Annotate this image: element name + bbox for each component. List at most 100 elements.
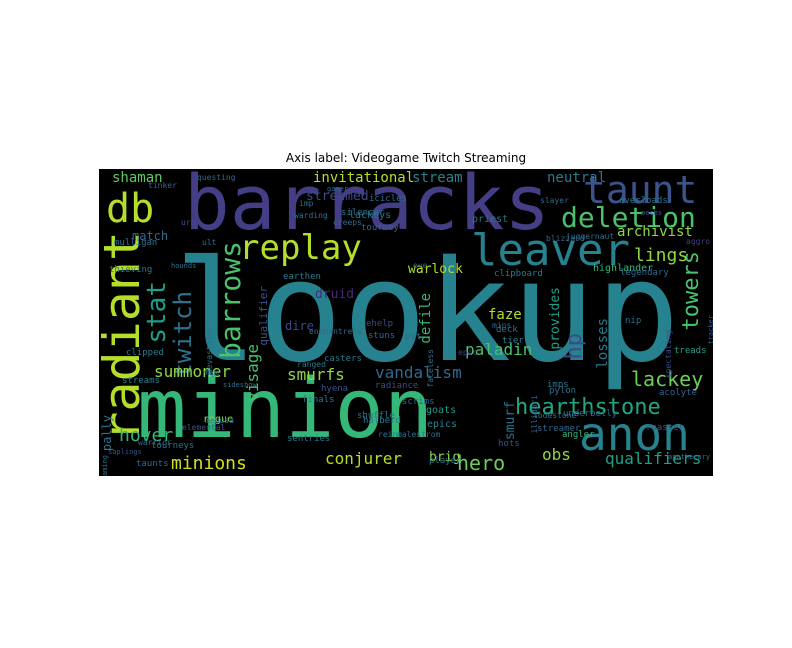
cloud-word: pylon — [549, 386, 577, 396]
cloud-word: gamer — [327, 185, 349, 193]
cloud-word: lackey — [631, 367, 704, 391]
cloud-word: leaver — [471, 225, 630, 276]
cloud-word: mulligan — [114, 238, 158, 248]
cloud-word: paladin — [465, 340, 533, 359]
cloud-word: halberd — [363, 416, 401, 426]
cloud-word: shuffle — [357, 411, 395, 421]
cloud-word: blizzard — [546, 234, 585, 243]
cloud-word: streams — [122, 376, 160, 386]
cloud-word: roaster — [646, 423, 684, 433]
cloud-word: pally — [100, 415, 114, 452]
cloud-word: epic — [458, 348, 478, 357]
cloud-word: anon — [579, 407, 690, 461]
cloud-word: stat — [142, 281, 172, 344]
cloud-word: lookup — [174, 231, 680, 394]
cloud-word: conjurer — [325, 449, 403, 468]
cloud-word: clipboard — [494, 269, 543, 279]
cloud-word: invitational — [313, 170, 415, 186]
cloud-word: deck — [496, 325, 518, 335]
cloud-word: stream — [412, 170, 463, 186]
cloud-word: match — [132, 229, 169, 243]
cloud-word: nip — [625, 316, 642, 326]
cloud-word: imps — [547, 380, 569, 390]
cloud-word: apothecary — [668, 453, 711, 461]
cloud-word: smurf — [503, 401, 518, 441]
cloud-word: illidari — [530, 395, 539, 434]
cloud-word: epics — [427, 419, 458, 430]
cloud-word: overloads — [619, 196, 668, 206]
cloud-word: vandalism — [375, 363, 462, 382]
cloud-word: sentries — [287, 434, 331, 444]
cloud-word: hyena — [321, 384, 349, 394]
cloud-word: lackeys — [349, 210, 392, 221]
cloud-word: hearthstone — [515, 395, 661, 420]
cloud-word: goats — [426, 405, 457, 416]
cloud-word: malestrom — [397, 430, 441, 439]
cloud-word: obs — [542, 445, 571, 464]
cloud-word: mechs — [641, 209, 663, 217]
cloud-word: faze — [488, 307, 522, 323]
cloud-word: creeps — [333, 218, 362, 227]
cloud-word: replay — [239, 228, 362, 268]
cloud-word: thieving — [109, 265, 153, 275]
cloud-word: enchantress — [309, 327, 362, 336]
cloud-word: druid — [315, 287, 355, 302]
cloud-word: warrior — [138, 438, 172, 447]
cloud-word: tinker — [148, 181, 177, 190]
cloud-word: brig — [429, 450, 461, 465]
cloud-word: streamed — [306, 189, 369, 204]
cloud-word: priest — [472, 214, 509, 225]
cloud-word: legendary — [620, 268, 669, 278]
cloud-word: neutral — [547, 170, 607, 186]
cloud-word: shaman — [112, 170, 163, 186]
cloud-word: visage — [243, 344, 262, 402]
cloud-word: radiant — [99, 231, 151, 442]
cloud-word: elemental — [182, 423, 226, 432]
cloud-word: stuns — [368, 331, 396, 341]
cloud-word: warlock — [408, 262, 463, 277]
cloud-word: ult — [202, 238, 217, 247]
cloud-word: ranged — [297, 360, 326, 369]
cloud-word: tracker — [707, 315, 713, 345]
cloud-word: taunts — [136, 459, 169, 469]
cloud-word: imp — [299, 199, 314, 208]
cloud-word: juggernaut — [566, 232, 615, 241]
cloud-word: highlander — [593, 263, 654, 274]
chart-title: Axis label: Videogame Twitch Streaming — [285, 151, 527, 165]
cloud-word: tourneys — [151, 441, 195, 451]
cloud-word: acolyte — [659, 388, 697, 398]
cloud-word: spectating — [664, 330, 673, 379]
cloud-word: minions — [171, 453, 247, 474]
cloud-word: archivist — [617, 224, 693, 240]
cloud-word: barrows — [214, 241, 247, 360]
cloud-word: urn — [181, 218, 196, 227]
cloud-word: hots — [498, 439, 520, 449]
cloud-word: medusa — [205, 416, 234, 425]
cloud-word: player — [429, 456, 462, 466]
cloud-word: provides — [548, 287, 563, 350]
cloud-word: pvt — [405, 332, 422, 342]
cloud-word: radiance — [375, 381, 419, 391]
cloud-word: sideshow — [223, 381, 257, 389]
cloud-word: lings — [634, 245, 689, 266]
cloud-word: smurfs — [287, 365, 345, 384]
cloud-word: tourney — [361, 223, 399, 233]
cloud-word: slayer — [540, 196, 569, 205]
cloud-word: casters — [324, 354, 362, 364]
cloud-word: mins — [492, 321, 512, 330]
cloud-word: finals — [302, 395, 335, 405]
cloud-word: deletion — [561, 201, 696, 234]
cloud-word: reinc — [378, 430, 403, 439]
cloud-word: ehelp — [366, 319, 394, 329]
word-cloud: lookup minion barracks anon leaver radiant db t… — [99, 169, 713, 476]
cloud-word: dire — [285, 319, 314, 333]
cloud-word: faceless — [426, 349, 435, 388]
cloud-word: saplings — [108, 448, 142, 456]
cloud-word: lodestone — [533, 411, 577, 420]
cloud-word: db — [106, 186, 155, 232]
cloud-word: tier — [502, 336, 524, 346]
cloud-word: hounds — [171, 262, 197, 270]
cloud-word: eve — [413, 261, 428, 270]
cloud-word: questing — [197, 173, 236, 182]
cloud-word: summoner — [154, 362, 232, 381]
